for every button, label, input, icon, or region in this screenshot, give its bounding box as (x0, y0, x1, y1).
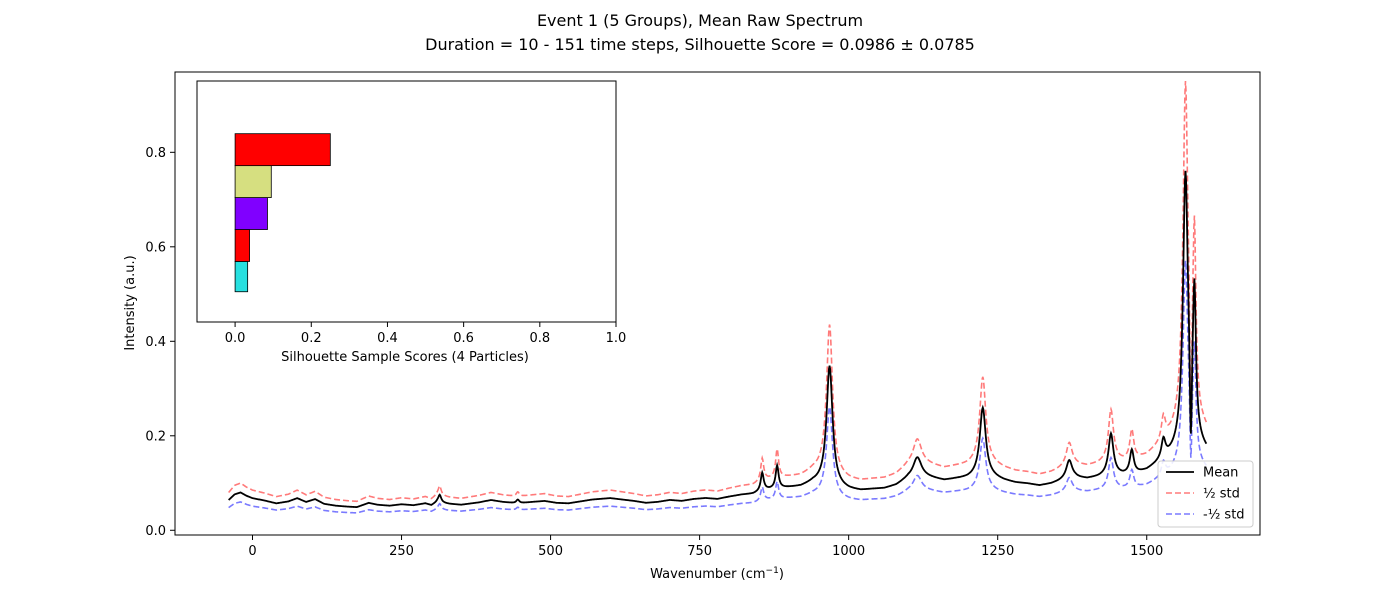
chart-subtitle: Duration = 10 - 151 time steps, Silhouet… (425, 35, 975, 54)
series-line-plus-half-std (228, 80, 1208, 503)
x-tick-label: 1250 (981, 544, 1014, 559)
inset-plot-area: 0.0 0.2 0.4 0.6 0.8 1.0 Silhouette Sample Sco… (196, 80, 627, 365)
y-axis-label: Intensity (a.u.) (123, 255, 138, 350)
legend: Mean ½ std -½ std (1157, 460, 1254, 528)
inset-x-axis-label: Silhouette Sample Scores (4 Particles) (281, 350, 529, 365)
legend-frame (1157, 460, 1254, 528)
x-tick-label: 750 (687, 544, 712, 559)
legend-label: -½ std (1203, 508, 1245, 523)
silhouette-bar (234, 261, 249, 293)
legend-items: Mean ½ std -½ std (1166, 466, 1245, 523)
x-tick-label: 1500 (1130, 544, 1163, 559)
series-line-mean (228, 170, 1208, 509)
legend-label: Mean (1203, 466, 1238, 481)
x-tick-label: 0 (248, 544, 256, 559)
main-y-ticks: 0.0 0.2 0.4 0.6 0.8 (145, 146, 175, 539)
main-plot-frame (174, 71, 1261, 536)
inset-x-ticks: 0.0 0.2 0.4 0.6 0.8 1.0 (225, 322, 627, 346)
y-tick-label: 0.0 (145, 524, 166, 539)
x-axis-label: Wavenumber (cm−1) (650, 566, 784, 582)
chart-title: Event 1 (5 Groups), Mean Raw Spectrum (537, 11, 863, 30)
y-tick-label: 0.2 (145, 429, 166, 444)
y-tick-label: 0.4 (145, 335, 166, 350)
x-tick-label: 1000 (832, 544, 865, 559)
silhouette-bar (234, 197, 268, 230)
silhouette-bar (234, 165, 272, 198)
silhouette-bar (234, 133, 331, 167)
inset-x-tick-label: 0.6 (453, 331, 474, 346)
main-series-lines (228, 80, 1208, 514)
inset-x-tick-label: 0.4 (377, 331, 398, 346)
silhouette-bar (234, 229, 250, 262)
legend-label: ½ std (1203, 487, 1240, 502)
inset-x-tick-label: 0.2 (301, 331, 322, 346)
y-tick-label: 0.6 (145, 240, 166, 255)
inset-x-tick-label: 0.8 (529, 331, 550, 346)
main-x-ticks: 0 250 500 750 1000 1250 1500 (248, 535, 1163, 559)
inset-plot-frame (196, 80, 617, 323)
inset-x-tick-label: 1.0 (606, 331, 627, 346)
x-tick-label: 250 (389, 544, 414, 559)
y-tick-label: 0.8 (145, 146, 166, 161)
inset-bars (234, 133, 331, 293)
inset-x-tick-label: 0.0 (225, 331, 246, 346)
x-tick-label: 500 (538, 544, 563, 559)
